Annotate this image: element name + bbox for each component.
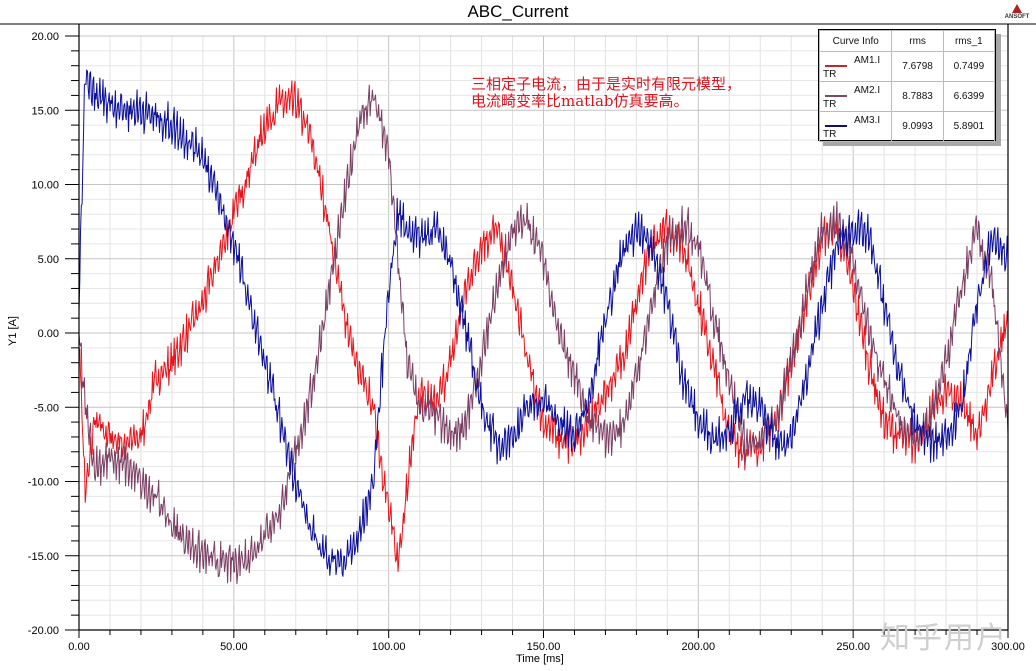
rms-value: 8.7883	[891, 81, 944, 112]
line-swatch-icon	[825, 95, 847, 98]
curve-name: AM1.I	[854, 55, 881, 66]
svg-text:100.00: 100.00	[372, 641, 406, 653]
logo-triangle-icon	[1012, 4, 1022, 13]
svg-text:-10.00: -10.00	[28, 477, 59, 489]
y-axis-label: Y1 [A]	[6, 316, 19, 346]
legend-header-rms1: rms_1	[942, 30, 996, 52]
svg-text:15.00: 15.00	[31, 105, 59, 117]
chart-title: ABC_Current	[467, 2, 569, 21]
legend-row-am1[interactable]: AM1.I TR 7.6798 0.7499	[818, 51, 996, 82]
curve-name: AM2.I	[854, 85, 881, 96]
curve-sub: TR	[823, 69, 837, 80]
rms-value: 7.6798	[891, 51, 944, 82]
rms1-value: 6.6399	[942, 81, 996, 112]
data-series	[78, 69, 1009, 584]
svg-text:200.00: 200.00	[682, 641, 716, 653]
svg-text:-20.00: -20.00	[28, 625, 59, 637]
svg-text:50.00: 50.00	[220, 641, 248, 653]
svg-text:-15.00: -15.00	[28, 551, 59, 563]
rms-value: 9.0993	[891, 111, 944, 142]
line-swatch-icon	[825, 65, 847, 68]
grid-lines	[78, 35, 1009, 631]
ansoft-logo: ANSOFT	[1004, 4, 1030, 20]
legend-header-rms: rms	[891, 30, 944, 52]
rms1-value: 5.8901	[942, 111, 996, 142]
svg-text:10.00: 10.00	[31, 180, 59, 192]
logo-text: ANSOFT	[1004, 14, 1030, 20]
chart-annotation: 三相定子电流，由于是实时有限元模型， 电流畸变率比matlab仿真要高。	[471, 75, 742, 110]
x-axis-label: Time [ms]	[516, 653, 564, 665]
svg-text:20.00: 20.00	[31, 31, 59, 43]
legend-header-curve-info: Curve Info	[818, 30, 893, 52]
watermark: 知乎用户	[880, 621, 1008, 656]
curve-name: AM3.I	[854, 115, 881, 126]
curve-sub: TR	[823, 129, 837, 140]
svg-text:150.00: 150.00	[527, 641, 561, 653]
rms1-value: 0.7499	[942, 51, 996, 82]
legend-row-am3[interactable]: AM3.I TR 9.0993 5.8901	[818, 111, 996, 142]
line-swatch-icon	[825, 125, 847, 128]
svg-text:0.00: 0.00	[68, 641, 89, 653]
svg-text:5.00: 5.00	[38, 254, 59, 266]
svg-text:300.00: 300.00	[991, 641, 1025, 653]
axes: 20.00 15.00 10.00 5.00 0.00 -5.00 -10.00 -15.00…	[0, 23, 1036, 653]
legend-table[interactable]: Curve Info rms rms_1 AM1.I TR 7.6798 0.7…	[818, 29, 996, 142]
curve-sub: TR	[823, 99, 837, 110]
svg-text:-5.00: -5.00	[34, 402, 59, 414]
svg-text:0.00: 0.00	[38, 328, 59, 340]
svg-text:250.00: 250.00	[836, 641, 870, 653]
legend-row-am2[interactable]: AM2.I TR 8.7883 6.6399	[818, 81, 996, 112]
